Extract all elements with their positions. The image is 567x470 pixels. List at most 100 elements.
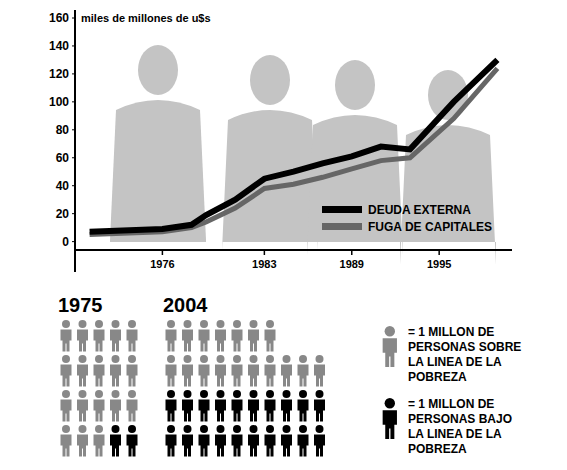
icon-body [199, 435, 210, 457]
y-tick-label: 160 [49, 11, 69, 25]
icon-body [232, 330, 243, 352]
icon-head [62, 355, 70, 363]
icon-head [62, 320, 70, 328]
icon-body [248, 435, 259, 457]
icon-head [266, 320, 274, 328]
person-icon [127, 320, 138, 352]
icon-body [61, 365, 72, 387]
person-icon [77, 355, 88, 387]
person-icon [298, 355, 309, 387]
person-icon [127, 355, 138, 387]
legend-swatch [322, 206, 362, 213]
x-tick-label: 1995 [427, 258, 451, 270]
person-icon [215, 425, 226, 457]
y-tick [72, 185, 75, 186]
person-icon [166, 425, 177, 457]
line-series [90, 68, 498, 234]
legend-label: = 1 MILLON DEPERSONAS SOBRELA LINEA DE L… [408, 325, 521, 384]
icon-head [200, 320, 208, 328]
icon-body [215, 400, 226, 422]
person-icon [265, 390, 276, 422]
icon-head [217, 390, 225, 398]
icon-head [217, 425, 225, 433]
icon-head [128, 355, 136, 363]
icon-body [314, 365, 325, 387]
icon-head [233, 355, 241, 363]
icon-body [127, 330, 138, 352]
x-tick-label: 1983 [252, 258, 276, 270]
icon-body [166, 400, 177, 422]
icon-head [62, 425, 70, 433]
icon-body [127, 400, 138, 422]
person-icon [127, 425, 138, 457]
person-icon [281, 425, 292, 457]
icon-head [167, 320, 175, 328]
person-icon [182, 320, 193, 352]
person-icon [94, 320, 105, 352]
person-icon [166, 320, 177, 352]
icon-body [61, 330, 72, 352]
person-icon [215, 320, 226, 352]
x-tick-label: 1976 [150, 258, 174, 270]
icon-head [79, 390, 87, 398]
person-icon [248, 355, 259, 387]
person-icon [314, 390, 325, 422]
icon-head [112, 355, 120, 363]
icon-head [167, 425, 175, 433]
legend-label: FUGA DE CAPITALES [368, 220, 492, 234]
icon-body [94, 365, 105, 387]
icon-head [385, 398, 395, 408]
icon-head [233, 320, 241, 328]
person-icon [94, 355, 105, 387]
icon-head [128, 320, 136, 328]
person-icon [199, 390, 210, 422]
person-icon [199, 320, 210, 352]
icon-head [95, 390, 103, 398]
icon-body [77, 400, 88, 422]
icon-head [128, 390, 136, 398]
y-tick-label: 140 [49, 39, 69, 53]
icon-head [79, 320, 87, 328]
y-tick [72, 213, 75, 214]
person-icon [61, 320, 72, 352]
icon-body [265, 400, 276, 422]
icon-body [265, 365, 276, 387]
person-icon [182, 425, 193, 457]
person-icon [248, 320, 259, 352]
person-icon [248, 425, 259, 457]
person-icon [281, 390, 292, 422]
person-icon [61, 390, 72, 422]
icon-head [95, 425, 103, 433]
person-icon [314, 355, 325, 387]
person-icon [166, 355, 177, 387]
y-tick [72, 241, 75, 242]
icon-head [167, 355, 175, 363]
person-icon [248, 390, 259, 422]
person-icon [110, 355, 121, 387]
icon-body [182, 365, 193, 387]
icon-head [200, 390, 208, 398]
person-icon [215, 355, 226, 387]
person-icon [199, 355, 210, 387]
icon-body [265, 435, 276, 457]
person-icon [77, 425, 88, 457]
icon-body [232, 365, 243, 387]
y-axis-title: miles de millones de u$s [81, 12, 211, 24]
icon-head [283, 355, 291, 363]
icon-body [61, 400, 72, 422]
year-label: 2004 [163, 294, 208, 316]
figure-head [250, 55, 290, 105]
icon-body [383, 410, 397, 439]
icon-body [298, 400, 309, 422]
icon-body [215, 435, 226, 457]
icon-body [94, 435, 105, 457]
icon-head [385, 326, 395, 336]
y-tick-label: 0 [62, 235, 69, 249]
legend-label: DEUDA EXTERNA [368, 203, 471, 217]
icon-head [316, 390, 324, 398]
icon-body [182, 330, 193, 352]
person-icon [298, 390, 309, 422]
icon-body [166, 365, 177, 387]
person-icon [232, 390, 243, 422]
icon-head [316, 355, 324, 363]
